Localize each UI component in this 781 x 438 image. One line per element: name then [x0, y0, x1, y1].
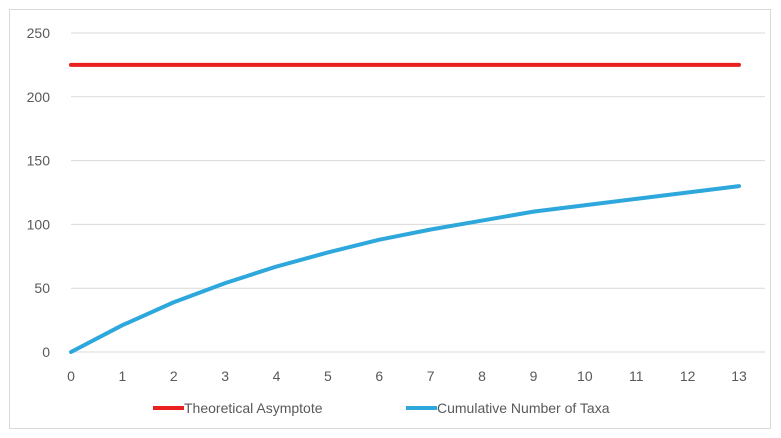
- chart-frame: 0 50 100 150 200 250 0 1 2 3 4 5 6 7 8 9 10 11 12 13 Theor…: [9, 9, 771, 429]
- x-tick-label: 5: [324, 368, 332, 384]
- y-tick-label: 100: [27, 216, 51, 232]
- gridlines: [71, 32, 765, 353]
- x-tick-label: 0: [67, 368, 75, 384]
- x-tick-label: 9: [530, 368, 538, 384]
- x-tick-label: 12: [680, 368, 696, 384]
- series-line-cumulative-number-of-taxa: [69, 184, 741, 354]
- legend-label: Theoretical Asymptote: [184, 400, 323, 416]
- x-tick-label: 1: [118, 368, 126, 384]
- y-tick-label: 200: [27, 89, 51, 105]
- x-tick-label: 4: [273, 368, 281, 384]
- x-tick-label: 13: [731, 368, 747, 384]
- x-tick-label: 2: [170, 368, 178, 384]
- x-axis-tick-labels: 0 1 2 3 4 5 6 7 8 9 10 11 12 13: [67, 368, 747, 384]
- y-tick-label: 0: [42, 344, 50, 360]
- y-tick-label: 150: [27, 153, 51, 169]
- legend-item-theoretical-asymptote: Theoretical Asymptote: [153, 400, 323, 416]
- series-lines: [69, 62, 741, 354]
- x-tick-label: 3: [221, 368, 229, 384]
- y-tick-label: 50: [34, 280, 50, 296]
- x-tick-label: 10: [577, 368, 593, 384]
- legend: Theoretical Asymptote Cumulative Number o…: [153, 400, 610, 416]
- y-axis-tick-labels: 0 50 100 150 200 250: [27, 25, 51, 360]
- x-tick-label: 11: [629, 368, 644, 384]
- y-tick-label: 250: [27, 25, 51, 41]
- legend-item-cumulative-number-of-taxa: Cumulative Number of Taxa: [406, 400, 610, 416]
- x-tick-label: 8: [478, 368, 486, 384]
- x-tick-label: 7: [427, 368, 435, 384]
- x-tick-label: 6: [375, 368, 383, 384]
- legend-label: Cumulative Number of Taxa: [437, 400, 610, 416]
